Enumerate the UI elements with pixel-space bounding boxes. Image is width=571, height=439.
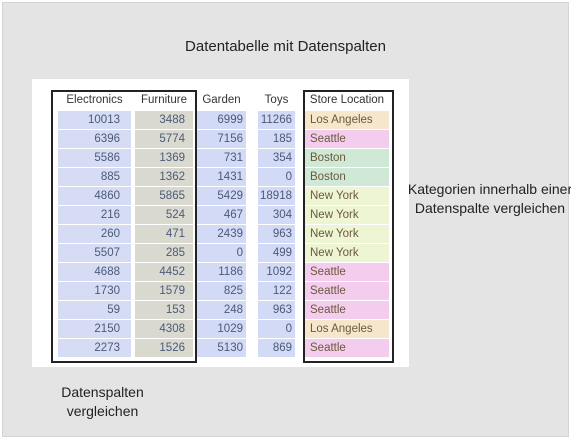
column-garden: Garden 6999 7156 731 1431 5429 467 2439 0 1186 82… bbox=[197, 90, 246, 358]
cell-toys: 963 bbox=[258, 225, 295, 244]
header-furniture: Furniture bbox=[140, 94, 188, 106]
cell-electronics: 10013 bbox=[58, 111, 131, 130]
cell-garden: 825 bbox=[197, 282, 246, 301]
cell-furniture: 524 bbox=[135, 206, 193, 225]
cell-furniture: 4452 bbox=[135, 263, 193, 282]
cell-toys: 185 bbox=[258, 130, 295, 149]
cell-store: Seattle bbox=[305, 282, 389, 301]
cell-electronics: 5586 bbox=[58, 149, 131, 168]
cell-furniture: 5774 bbox=[135, 130, 193, 149]
cell-toys: 354 bbox=[258, 149, 295, 168]
cell-furniture: 4308 bbox=[135, 320, 193, 339]
cell-electronics: 885 bbox=[58, 168, 131, 187]
cell-electronics: 260 bbox=[58, 225, 131, 244]
cell-electronics: 5507 bbox=[58, 244, 131, 263]
cell-toys: 963 bbox=[258, 301, 295, 320]
cell-electronics: 4860 bbox=[58, 187, 131, 206]
cell-garden: 2439 bbox=[197, 225, 246, 244]
cell-toys: 1092 bbox=[258, 263, 295, 282]
cell-store: New York bbox=[305, 244, 389, 263]
cell-store: Los Angeles bbox=[305, 320, 389, 339]
cell-garden: 7156 bbox=[197, 130, 246, 149]
cell-furniture: 5865 bbox=[135, 187, 193, 206]
cell-store: New York bbox=[305, 206, 389, 225]
frame-compare-categories bbox=[303, 90, 394, 363]
cell-garden: 1029 bbox=[197, 320, 246, 339]
cell-garden: 731 bbox=[197, 149, 246, 168]
cell-electronics: 4688 bbox=[58, 263, 131, 282]
annotation-compare-categories: Kategorien innerhalb einer Datenspalte v… bbox=[407, 181, 571, 216]
header-electronics: Electronics bbox=[66, 94, 123, 106]
cell-furniture: 153 bbox=[135, 301, 193, 320]
header-toys: Toys bbox=[264, 94, 289, 106]
frame-compare-columns bbox=[51, 90, 197, 363]
cell-garden: 248 bbox=[197, 301, 246, 320]
cell-garden: 5429 bbox=[197, 187, 246, 206]
cell-store: Seattle bbox=[305, 301, 389, 320]
figure-title: Datentabelle mit Datenspalten bbox=[185, 38, 386, 55]
cell-store: Los Angeles bbox=[305, 111, 389, 130]
data-table: Electronics 10013 6396 5586 885 4860 216 260 55… bbox=[32, 79, 409, 367]
cell-store: New York bbox=[305, 225, 389, 244]
cell-store: New York bbox=[305, 187, 389, 206]
cell-furniture: 1526 bbox=[135, 339, 193, 358]
cell-store: Boston bbox=[305, 168, 389, 187]
column-toys: Toys 11266 185 354 0 18918 304 963 499 1092 122 96… bbox=[258, 90, 295, 358]
cell-furniture: 1362 bbox=[135, 168, 193, 187]
cell-furniture: 1579 bbox=[135, 282, 193, 301]
cell-toys: 18918 bbox=[258, 187, 295, 206]
cell-toys: 122 bbox=[258, 282, 295, 301]
cell-furniture: 1369 bbox=[135, 149, 193, 168]
cell-electronics: 2150 bbox=[58, 320, 131, 339]
cell-toys: 304 bbox=[258, 206, 295, 225]
cell-furniture: 471 bbox=[135, 225, 193, 244]
cell-toys: 499 bbox=[258, 244, 295, 263]
cell-furniture: 285 bbox=[135, 244, 193, 263]
annotation-compare-columns: Datenspalten vergleichen bbox=[61, 384, 144, 419]
cell-garden: 6999 bbox=[197, 111, 246, 130]
cell-store: Boston bbox=[305, 149, 389, 168]
cell-electronics: 59 bbox=[58, 301, 131, 320]
cell-toys: 0 bbox=[258, 168, 295, 187]
header-store-location: Store Location bbox=[309, 94, 385, 106]
column-electronics: Electronics 10013 6396 5586 885 4860 216 260 55… bbox=[58, 90, 131, 358]
cell-toys: 869 bbox=[258, 339, 295, 358]
cell-electronics: 1730 bbox=[58, 282, 131, 301]
column-furniture: Furniture 3488 5774 1369 1362 5865 524 471 285 4… bbox=[135, 90, 193, 358]
column-store-location: Store Location Los Angeles Seattle Boston B… bbox=[305, 90, 389, 358]
cell-garden: 0 bbox=[197, 244, 246, 263]
cell-electronics: 2273 bbox=[58, 339, 131, 358]
cell-electronics: 216 bbox=[58, 206, 131, 225]
cell-toys: 0 bbox=[258, 320, 295, 339]
cell-electronics: 6396 bbox=[58, 130, 131, 149]
cell-store: Seattle bbox=[305, 130, 389, 149]
cell-furniture: 3488 bbox=[135, 111, 193, 130]
cell-store: Seattle bbox=[305, 339, 389, 358]
cell-garden: 1431 bbox=[197, 168, 246, 187]
cell-toys: 11266 bbox=[258, 111, 295, 130]
cell-garden: 5130 bbox=[197, 339, 246, 358]
cell-garden: 1186 bbox=[197, 263, 246, 282]
cell-garden: 467 bbox=[197, 206, 246, 225]
header-garden: Garden bbox=[202, 94, 241, 106]
cell-store: Seattle bbox=[305, 263, 389, 282]
